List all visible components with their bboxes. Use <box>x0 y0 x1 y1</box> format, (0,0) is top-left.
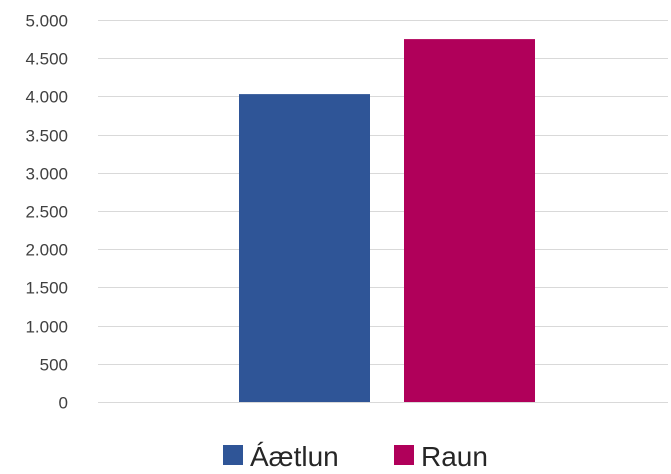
legend-label: Raun <box>421 441 488 472</box>
bars <box>239 39 535 402</box>
y-tick-label: 1.000 <box>25 318 68 337</box>
y-tick-label: 0 <box>59 394 68 413</box>
bar-series-1 <box>239 94 370 402</box>
y-tick-label: 500 <box>40 356 68 375</box>
legend-swatch <box>394 445 414 465</box>
y-tick-label: 5.000 <box>25 12 68 31</box>
y-tick-label: 1.500 <box>25 279 68 298</box>
y-tick-label: 4.500 <box>25 50 68 69</box>
y-tick-label: 3.000 <box>25 165 68 184</box>
gridlines <box>98 20 668 403</box>
y-tick-label: 3.500 <box>25 127 68 146</box>
legend-swatch <box>223 445 243 465</box>
y-tick-label: 2.000 <box>25 241 68 260</box>
legend-label: Áætlun <box>250 441 339 472</box>
bar-series-2 <box>404 39 535 402</box>
y-tick-label: 2.500 <box>25 203 68 222</box>
y-tick-label: 4.000 <box>25 88 68 107</box>
legend: Áætlun Raun <box>223 441 488 472</box>
y-axis-tick-labels: 0 500 1.000 1.500 2.000 2.500 3.000 3.500 4.000 4… <box>25 12 68 413</box>
